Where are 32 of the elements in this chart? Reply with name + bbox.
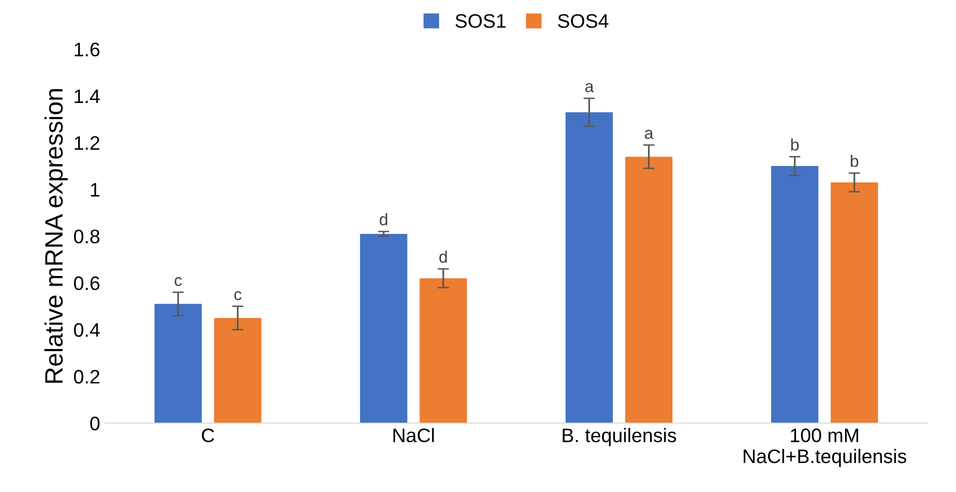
y-tick-label: 1.2 bbox=[74, 136, 100, 150]
x-tick-label: NaCl bbox=[393, 428, 434, 442]
y-tick-label: 0 bbox=[90, 416, 100, 430]
annotation: d bbox=[439, 250, 447, 263]
y-tick-label: 0.6 bbox=[74, 276, 100, 290]
y-tick-label: 1 bbox=[90, 183, 100, 196]
bar bbox=[566, 112, 613, 424]
annotation: b bbox=[850, 154, 858, 167]
annotation: a bbox=[644, 130, 654, 139]
y-axis-title: Relative mRNA expression bbox=[44, 89, 68, 383]
x-tick-label: C bbox=[202, 428, 214, 442]
bar bbox=[420, 278, 467, 424]
y-tick-label: 0.4 bbox=[74, 323, 100, 337]
annotation: d bbox=[380, 213, 388, 226]
y-tick-label: 1.6 bbox=[74, 42, 100, 56]
legend-label: SOS4 bbox=[558, 14, 608, 28]
bar bbox=[625, 156, 672, 424]
y-tick-label: 0.2 bbox=[74, 370, 100, 384]
annotation: c bbox=[174, 277, 182, 286]
x-tick-label: B. tequilensis bbox=[562, 428, 676, 446]
x-tick-label: 100 mM NaCl+B.tequilensis bbox=[744, 428, 906, 468]
bar bbox=[154, 304, 202, 424]
bar bbox=[360, 234, 408, 424]
legend-label: SOS1 bbox=[456, 14, 506, 28]
annotation: b bbox=[791, 138, 799, 151]
bar bbox=[214, 318, 262, 424]
annotation: c bbox=[234, 291, 242, 300]
bar bbox=[830, 182, 878, 424]
bar bbox=[771, 166, 818, 424]
y-tick-label: 0.8 bbox=[74, 230, 100, 244]
annotation: a bbox=[585, 83, 594, 92]
y-tick-label: 1.4 bbox=[74, 90, 100, 103]
